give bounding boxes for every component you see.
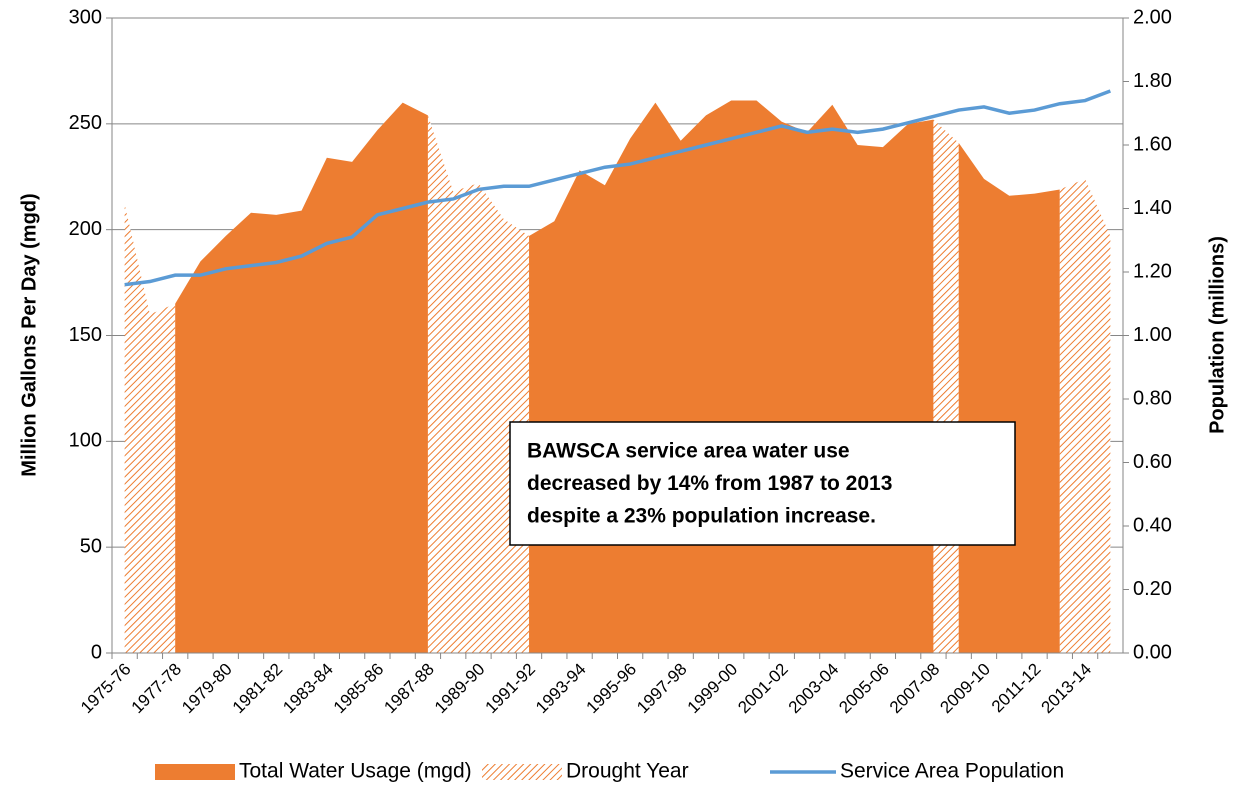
x-tick-label: 1999-00 [684, 660, 742, 718]
legend: Total Water Usage (mgd) Drought Year Servi… [155, 760, 1064, 783]
y2-tick-label: 0.60 [1133, 451, 1172, 473]
areas [124, 100, 1111, 654]
x-tick-label: 1977-78 [128, 660, 186, 718]
y-axis-label: Million Gallons Per Day (mgd) [18, 193, 40, 476]
x-tick-label: 2001-02 [734, 660, 792, 718]
x-tick-label: 1983-84 [279, 660, 337, 718]
x-tick-label: 1991-92 [481, 660, 539, 718]
y2-tick-label: 0.80 [1133, 387, 1172, 409]
drought-area [1059, 178, 1111, 653]
x-tick-label: 1975-76 [77, 660, 135, 718]
x-tick-label: 2005-06 [835, 660, 893, 718]
x-tick-label: 1979-80 [178, 660, 236, 718]
y-tick-label: 200 [69, 218, 102, 240]
annotation-text: BAWSCA service area water use [527, 440, 850, 463]
usage-area [958, 142, 1060, 653]
x-tick-label: 2007-08 [886, 660, 944, 718]
y2-tick-label: 1.40 [1133, 197, 1172, 219]
y2-tick-label: 0.00 [1133, 641, 1172, 663]
x-tick-label: 1993-94 [532, 660, 590, 718]
x-tick-label: 1987-88 [380, 660, 438, 718]
legend-label: Service Area Population [840, 760, 1064, 783]
legend-label: Drought Year [566, 760, 689, 783]
y2-axis-label: Population (millions) [1206, 236, 1228, 434]
y2-tick-label: 1.60 [1133, 133, 1172, 155]
y-tick-label: 300 [69, 6, 102, 28]
legend-label: Total Water Usage (mgd) [239, 760, 472, 783]
lines [124, 89, 1111, 287]
y2-tick-label: 2.00 [1133, 6, 1172, 28]
y2-tick-label: 1.80 [1133, 70, 1172, 92]
x-tick-label: 2013-14 [1038, 660, 1096, 718]
y-tick-label: 150 [69, 324, 102, 346]
annotation-box [509, 421, 1016, 546]
annotation-text: despite a 23% population increase. [527, 505, 876, 528]
x-tick-label: 2011-12 [988, 660, 1045, 717]
drought-area [124, 204, 176, 653]
x-tick-label: 1985-86 [330, 660, 388, 718]
usage-area [529, 100, 934, 654]
y2-tick-label: 1.20 [1133, 260, 1172, 282]
y-tick-label: 250 [69, 112, 102, 134]
y2-tick-label: 0.20 [1133, 578, 1172, 600]
y2-tick-label: 1.00 [1133, 324, 1172, 346]
drought-area [427, 115, 530, 653]
population-line [124, 89, 1111, 287]
drought-area [933, 119, 959, 654]
annotation-text: decreased by 14% from 1987 to 2013 [527, 472, 892, 495]
x-tick-label: 2003-04 [785, 660, 843, 718]
usage-area [175, 102, 428, 653]
y2-tick-label: 0.40 [1133, 514, 1172, 536]
legend-swatch [482, 764, 562, 780]
x-tick-label: 1997-98 [633, 660, 691, 718]
y-tick-label: 100 [69, 430, 102, 452]
x-tick-label: 1995-96 [583, 660, 641, 718]
x-tick-label: 1989-90 [431, 660, 489, 718]
y-tick-label: 0 [91, 641, 102, 663]
x-tick-label: 1981-82 [229, 660, 287, 718]
y-tick-label: 50 [80, 535, 102, 557]
legend-swatch [155, 764, 235, 780]
x-tick-label: 2009-10 [936, 660, 994, 718]
